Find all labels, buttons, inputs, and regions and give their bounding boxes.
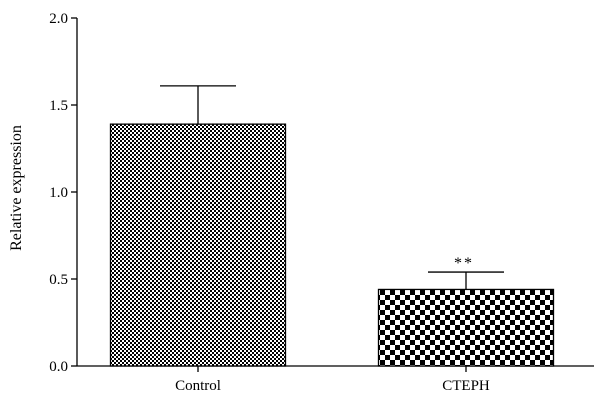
x-axis: Control CTEPH (77, 365, 594, 394)
y-tick-label: 1.5 (49, 98, 68, 114)
bars (109, 123, 555, 367)
y-tick-label: 2.0 (49, 11, 68, 27)
error-bars (160, 85, 504, 290)
y-tick-label: 0.5 (49, 272, 68, 288)
bar-cteph (377, 288, 555, 367)
y-axis: 0.0 0.5 1.0 1.5 2.0 (49, 11, 78, 375)
bar-control (109, 123, 287, 367)
x-tick-label: Control (175, 378, 221, 394)
significance-label: ** (454, 255, 474, 272)
y-axis-title: Relative expression (8, 125, 25, 251)
annotations: ** (454, 255, 474, 272)
y-tick-label: 1.0 (49, 185, 68, 201)
x-tick-label: CTEPH (442, 378, 490, 394)
y-tick-label: 0.0 (49, 359, 68, 375)
